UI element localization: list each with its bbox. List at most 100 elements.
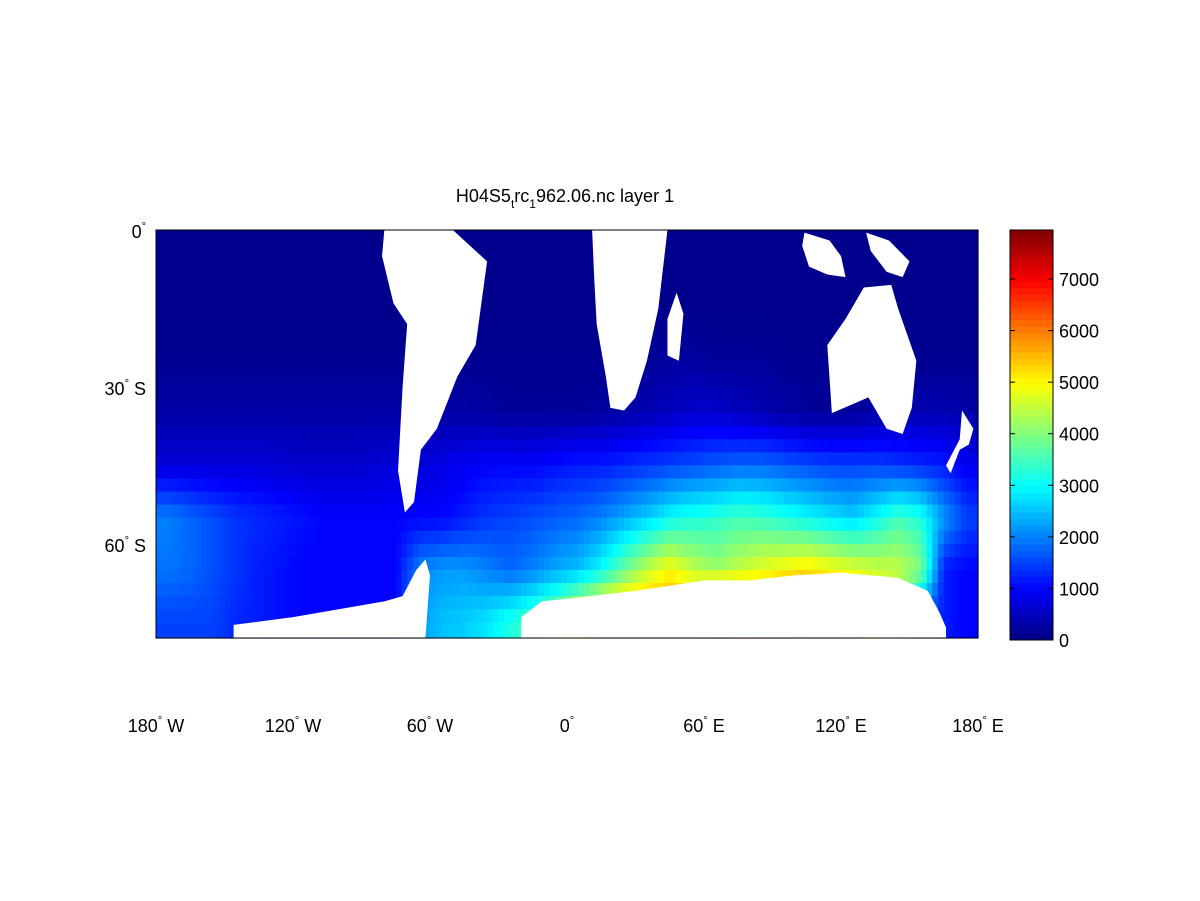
heatmap-cell [652,334,659,349]
heatmap-cell [521,282,528,296]
y-tick-label: 0° [132,221,146,242]
heatmap-cell [835,426,842,440]
heatmap-cell [532,504,540,519]
heatmap-cell [327,243,334,257]
heatmap-cell [875,413,882,427]
heatmap-cell [464,426,471,440]
heatmap-cell [789,439,796,453]
heatmap-cell [555,347,562,362]
heatmap-cell [721,491,728,506]
heatmap-cell [915,295,922,310]
heatmap-cell [589,517,597,532]
heatmap-cell [253,373,260,388]
heatmap-cell [646,400,654,414]
heatmap-cell [504,334,511,349]
heatmap-cell [247,570,254,584]
heatmap-cell [235,504,243,519]
heatmap-cell [629,478,637,493]
heatmap-cell [230,465,237,480]
heatmap-cell [213,622,220,636]
heatmap-cell [361,530,368,545]
colorbar-segment [1010,627,1053,635]
heatmap-cell [675,570,682,584]
heatmap-cell [515,321,522,336]
heatmap-cell [795,308,802,323]
heatmap-cell [972,478,979,493]
heatmap-cell [527,556,534,571]
heatmap-cell [458,556,465,571]
heatmap-cell [287,570,294,584]
heatmap-cell [178,609,186,623]
heatmap-cell [258,230,266,244]
heatmap-cell [595,478,602,493]
heatmap-cell [315,269,323,283]
heatmap-cell [178,386,186,401]
heatmap-cell [275,609,283,623]
heatmap-cell [344,426,351,440]
heatmap-cell [412,530,420,545]
heatmap-cell [595,439,602,453]
heatmap-cell [264,583,271,597]
heatmap-cell [812,282,819,296]
heatmap-cell [195,426,203,440]
heatmap-cell [173,243,180,257]
heatmap-cell [156,530,163,545]
heatmap-cell [509,530,517,545]
heatmap-cell [452,373,460,388]
heatmap-cell [390,373,397,388]
heatmap-cell [789,478,796,493]
heatmap-cell [173,360,180,375]
heatmap-cell [806,269,814,283]
heatmap-cell [469,517,477,532]
heatmap-cell [430,543,437,558]
heatmap-cell [909,400,916,414]
heatmap-cell [732,230,739,244]
heatmap-cell [515,439,522,453]
heatmap-cell [173,556,180,571]
heatmap-cell [772,400,779,414]
heatmap-cell [629,465,637,480]
heatmap-cell [966,465,973,480]
heatmap-cell [766,426,774,440]
heatmap-cell [293,491,300,506]
heatmap-cell [567,530,574,545]
heatmap-cell [395,360,403,375]
heatmap-cell [521,243,528,257]
colorbar-segment [1010,428,1053,436]
heatmap-cell [538,321,545,336]
heatmap-cell [310,413,317,427]
heatmap-cell [572,465,580,480]
heatmap-cell [515,609,522,623]
heatmap-cell [903,230,911,244]
heatmap-cell [812,334,819,349]
heatmap-cell [304,478,311,493]
heatmap-cell [338,504,345,519]
heatmap-cell [378,269,385,283]
heatmap-cell [743,373,751,388]
heatmap-cell [224,543,231,558]
heatmap-cell [253,256,260,270]
heatmap-cell [561,347,568,362]
heatmap-cell [304,334,311,349]
heatmap-cell [835,308,842,323]
heatmap-cell [926,386,933,401]
heatmap-cell [572,373,580,388]
heatmap-cell [532,478,540,493]
heatmap-cell [487,308,494,323]
heatmap-cell [167,556,174,571]
heatmap-cell [207,426,214,440]
heatmap-cell [949,596,956,610]
heatmap-cell [721,243,728,257]
heatmap-cell [755,230,762,244]
heatmap-cell [504,413,511,427]
heatmap-cell [230,596,237,610]
heatmap-cell [230,360,237,375]
heatmap-cell [527,439,534,453]
heatmap-cell [395,478,403,493]
heatmap-cell [332,230,340,244]
heatmap-cell [298,504,306,519]
heatmap-cell [481,635,488,639]
heatmap-cell [367,400,374,414]
heatmap-cell [487,243,494,257]
heatmap-cell [338,491,345,506]
